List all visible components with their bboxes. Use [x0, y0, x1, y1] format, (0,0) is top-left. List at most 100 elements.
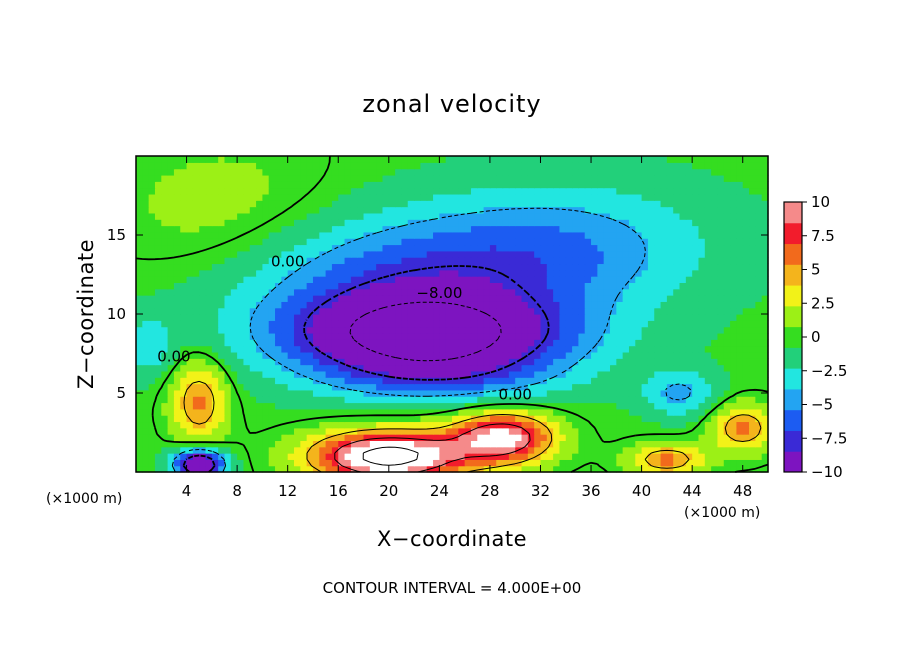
heat-cell: [711, 288, 719, 296]
heat-cell: [496, 415, 504, 423]
heat-cell: [344, 389, 352, 397]
heat-cell: [363, 459, 371, 467]
heat-cell: [527, 212, 535, 220]
heat-cell: [508, 402, 516, 410]
heat-cell: [452, 174, 459, 182]
heat-cell: [445, 301, 453, 309]
heat-cell: [154, 187, 162, 195]
heat-cell: [173, 453, 181, 460]
heat-cell: [730, 434, 737, 441]
heat-cell: [243, 225, 251, 233]
heat-cell: [711, 301, 719, 309]
heat-cell: [641, 276, 649, 283]
heat-cell: [275, 231, 282, 239]
heat-cell: [521, 465, 529, 473]
heat-cell: [666, 421, 674, 429]
heat-cell: [218, 193, 226, 201]
heat-cell: [458, 332, 466, 340]
heat-cell: [610, 408, 617, 416]
heat-cell: [553, 200, 561, 208]
heat-cell: [470, 314, 478, 321]
heat-cell: [704, 225, 712, 233]
heat-cell: [749, 231, 756, 239]
heat-cell: [180, 257, 188, 265]
heat-cell: [584, 408, 592, 416]
heat-cell: [458, 345, 466, 353]
heat-cell: [154, 219, 162, 227]
heat-cell: [591, 225, 598, 233]
heat-cell: [161, 434, 169, 441]
heat-cell: [717, 301, 725, 309]
heat-cell: [281, 219, 289, 227]
heat-cell: [578, 181, 586, 189]
heat-cell: [237, 332, 245, 340]
heat-cell: [180, 377, 188, 385]
heat-cell: [275, 257, 282, 265]
heat-cell: [464, 288, 472, 296]
heat-cell: [508, 295, 516, 302]
heat-cell: [275, 332, 282, 340]
heat-cell: [704, 434, 712, 441]
heat-cell: [357, 396, 365, 404]
heat-cell: [584, 244, 592, 252]
heat-cell: [357, 156, 365, 163]
heat-cell: [376, 339, 384, 347]
heat-cell: [388, 307, 396, 315]
heat-cell: [635, 396, 643, 404]
heat-cell: [148, 288, 156, 296]
heat-cell: [584, 358, 592, 366]
heat-cell: [565, 301, 573, 309]
heat-cell: [218, 396, 226, 404]
heat-cell: [262, 200, 270, 208]
heat-cell: [616, 238, 624, 246]
heat-cell: [294, 193, 301, 201]
heat-cell: [192, 434, 200, 441]
heat-cell: [148, 276, 156, 283]
heat-cell: [281, 193, 289, 201]
heat-cell: [553, 389, 561, 397]
heat-cell: [559, 389, 567, 397]
heat-cell: [281, 187, 289, 195]
heat-cell: [749, 181, 756, 189]
heat-cell: [136, 427, 143, 435]
heat-cell: [426, 314, 434, 321]
heat-cell: [749, 339, 756, 347]
heat-cell: [755, 453, 763, 460]
heat-cell: [331, 276, 339, 283]
heat-cell: [628, 206, 636, 214]
heat-cell: [420, 187, 428, 195]
heat-cell: [281, 320, 289, 328]
heat-cell: [294, 427, 301, 435]
heat-cell: [395, 257, 403, 265]
heat-cell: [192, 408, 200, 416]
heat-cell: [755, 174, 763, 182]
heat-cell: [199, 459, 207, 467]
heat-cell: [275, 282, 282, 290]
heat-cell: [483, 257, 491, 265]
heat-cell: [730, 193, 737, 201]
heat-cell: [660, 351, 668, 359]
heat-cell: [331, 364, 339, 372]
heat-cell: [685, 288, 693, 296]
heat-cell: [496, 168, 504, 176]
heat-cell: [647, 288, 655, 296]
heat-cell: [142, 219, 150, 227]
heat-cell: [300, 212, 308, 220]
heat-cell: [584, 389, 592, 397]
heat-cell: [243, 250, 251, 258]
heat-cell: [199, 225, 207, 233]
heat-cell: [388, 453, 396, 460]
heat-cell: [711, 320, 719, 328]
heat-cell: [287, 269, 295, 277]
heat-cell: [628, 421, 636, 429]
heat-cell: [382, 162, 390, 170]
heat-cell: [464, 187, 472, 195]
heat-cell: [610, 440, 617, 448]
heat-cell: [243, 187, 251, 195]
heat-cell: [376, 332, 384, 340]
heat-cell: [262, 326, 270, 334]
heat-cell: [243, 219, 251, 227]
heat-cell: [635, 320, 643, 328]
heat-cell: [433, 339, 440, 347]
